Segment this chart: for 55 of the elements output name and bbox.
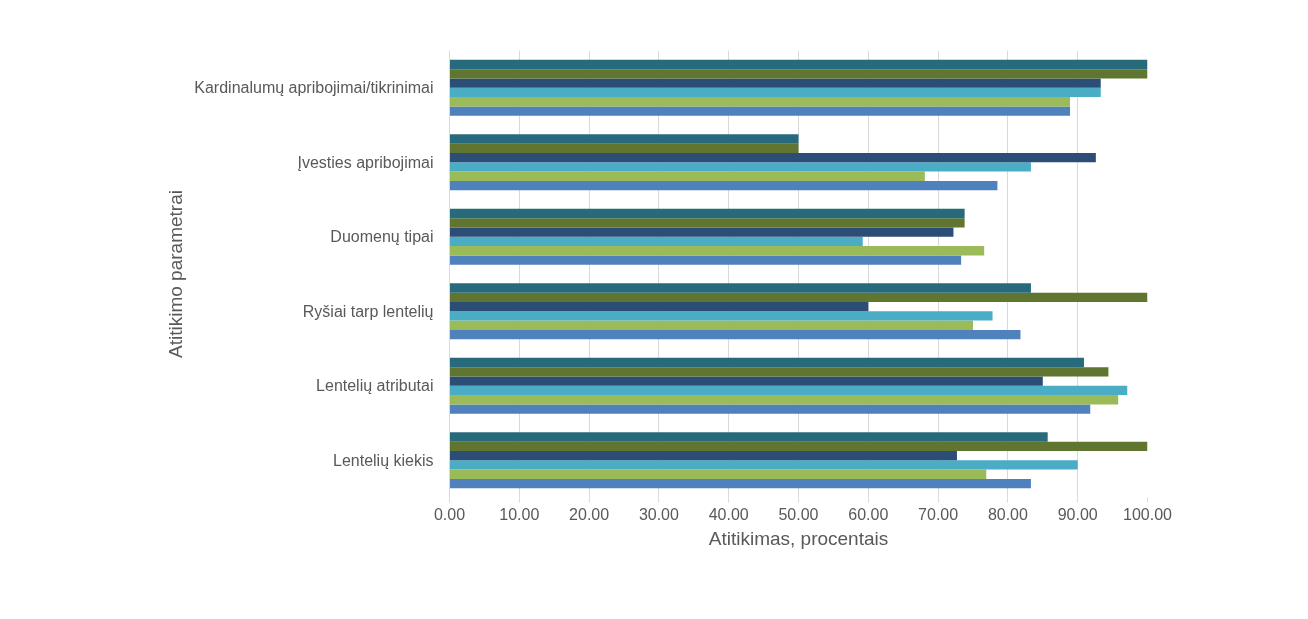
y-tick-label: Ryšiai tarp lentelių [302, 302, 434, 320]
x-tick-label: 70.00 [918, 505, 959, 523]
bar [449, 143, 799, 153]
bar [449, 134, 799, 144]
bar [449, 59, 1148, 70]
x-tick-label: 10.00 [499, 505, 540, 523]
x-tick-label: 20.00 [569, 505, 610, 523]
bar [449, 87, 1101, 98]
bar [449, 320, 973, 330]
bar [449, 227, 954, 237]
bar [449, 385, 1128, 396]
y-axis-title: Atitikimo parametrai [165, 190, 187, 358]
y-tick-label: Lentelių atributai [316, 377, 434, 395]
y-tick-label: Duomenų tipai [330, 228, 434, 246]
x-tick-label: 40.00 [708, 505, 749, 523]
bar [449, 404, 1091, 414]
x-axis-title: Atitikimas, procentais [708, 527, 889, 549]
y-tick-label: Įvesties apribojimai [297, 153, 434, 171]
x-tick-label: 90.00 [1057, 505, 1098, 523]
bar [449, 152, 1096, 163]
bar [449, 357, 1084, 368]
bar [449, 246, 985, 256]
x-tick-label: 80.00 [987, 505, 1029, 523]
x-tick-label: 60.00 [848, 505, 889, 523]
x-tick-label: 100.00 [1123, 505, 1173, 523]
bar [449, 97, 1071, 107]
bar [449, 432, 1048, 442]
bar [449, 329, 1021, 340]
bar [449, 395, 1119, 405]
bar [449, 469, 987, 479]
bar [449, 180, 998, 191]
x-tick-label: 50.00 [778, 505, 819, 523]
bar [449, 301, 869, 312]
bar [449, 450, 957, 461]
y-tick-label: Kardinalumų apribojimai/tikrinimai [194, 79, 434, 97]
y-tick-label: Lentelių kiekis [333, 451, 434, 469]
bar [449, 69, 1148, 79]
x-tick-label: 0.00 [433, 505, 466, 523]
bar [449, 78, 1101, 88]
bar [449, 283, 1031, 293]
bar [449, 460, 1078, 470]
bar [449, 441, 1148, 451]
bar [449, 236, 863, 247]
x-tick-label: 30.00 [638, 505, 680, 523]
bar [449, 367, 1109, 377]
bar [449, 162, 1031, 172]
bar [449, 292, 1148, 302]
bar [449, 171, 925, 181]
bar [449, 208, 965, 219]
bar [449, 311, 993, 321]
bar [449, 218, 965, 228]
bar [449, 376, 1043, 386]
bar [449, 478, 1031, 489]
bar [449, 106, 1071, 116]
bar [449, 255, 962, 265]
